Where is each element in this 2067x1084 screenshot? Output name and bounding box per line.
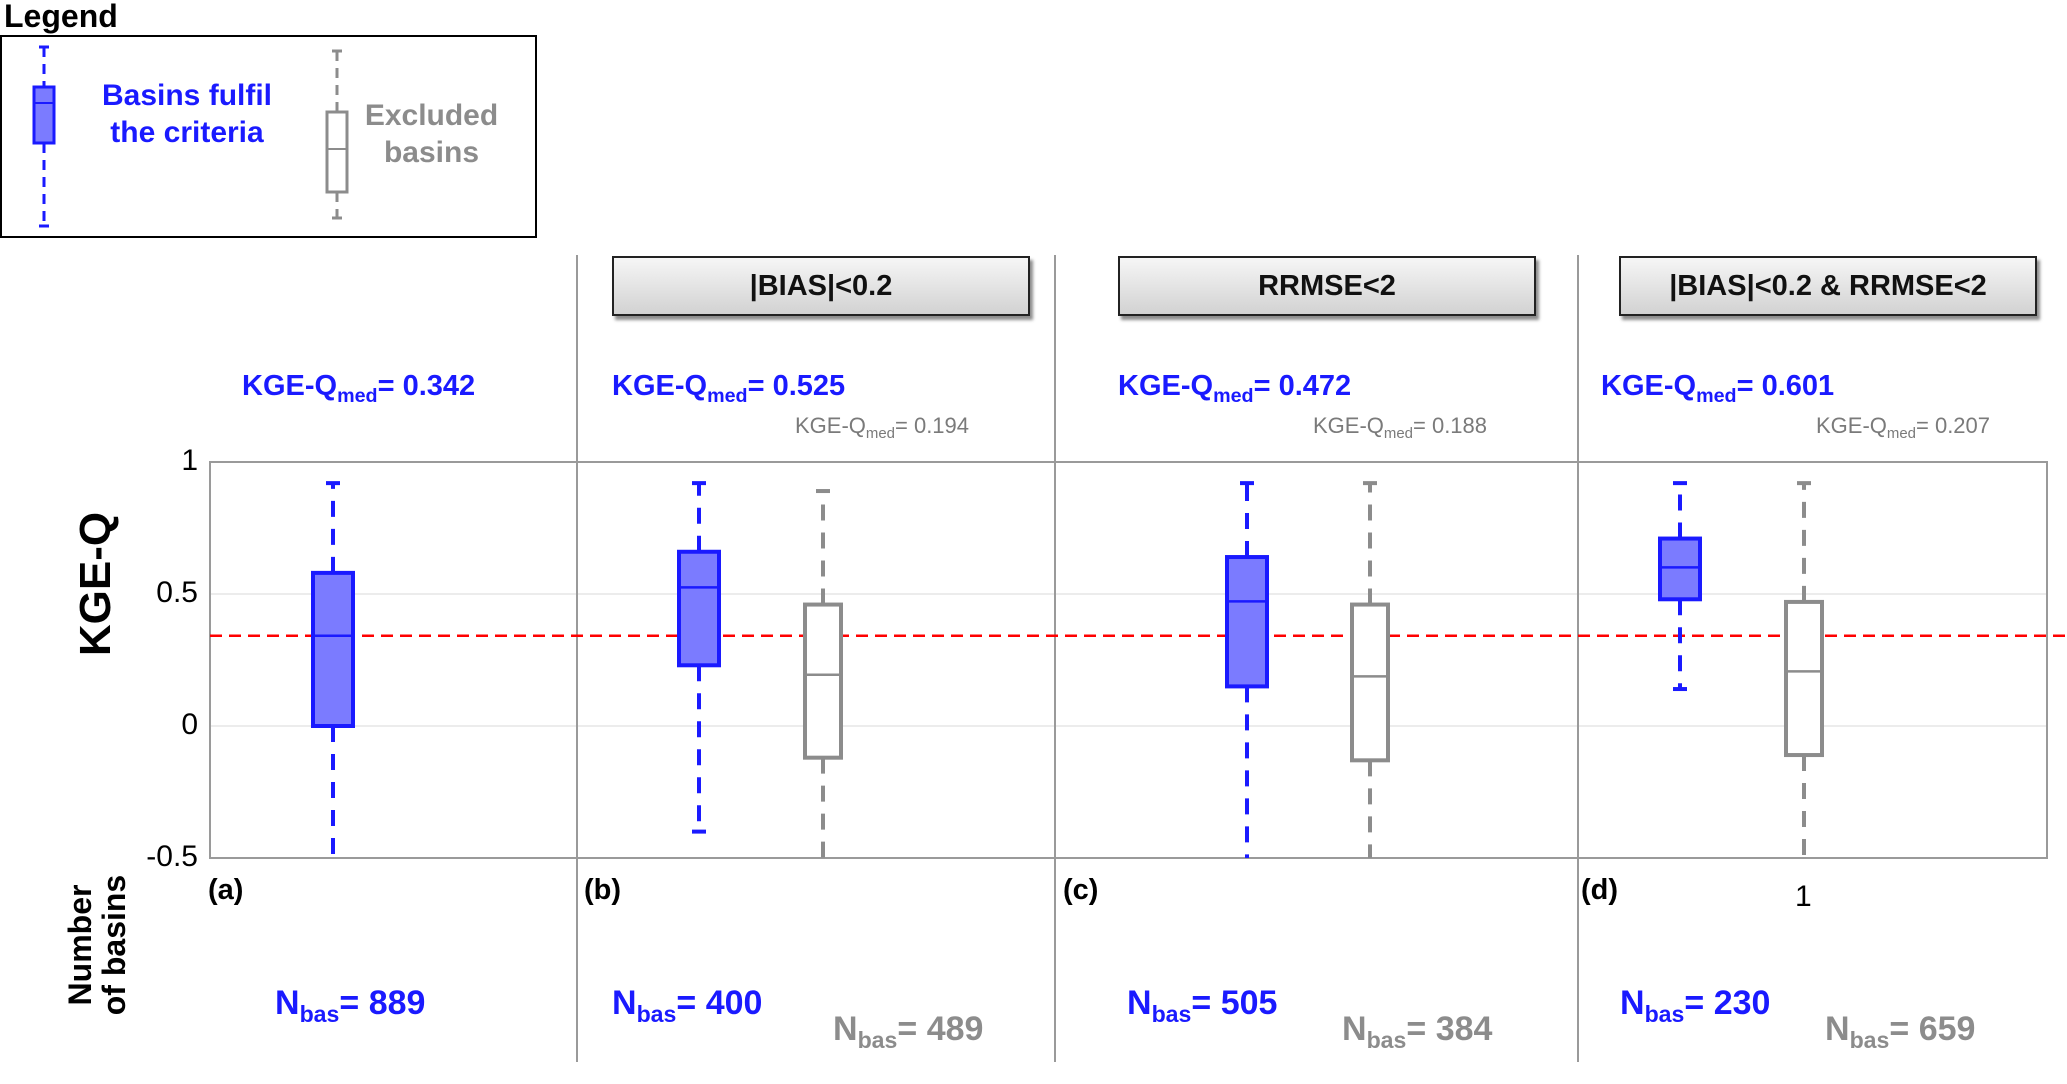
nbas-excluded-d: Nbas= 659 [1825, 1010, 1976, 1054]
xtick-1: 1 [1795, 880, 1812, 913]
legend-fulfil-label: Basins fulfil the criteria [97, 77, 277, 151]
panel-letter-d: (d) [1581, 874, 1619, 906]
kge-median-excluded-c: KGE-Qmed= 0.188 [1313, 413, 1488, 443]
number-of-basins-line-1: Number [62, 884, 98, 1006]
ytick-0.5: 0.5 [156, 576, 198, 609]
nbas-excluded-c: Nbas= 384 [1342, 1010, 1493, 1054]
box-c-excluded-iqr [1350, 602, 1390, 763]
ytick-neg0.5: -0.5 [146, 840, 198, 873]
legend-excluded-label: Excluded basins [354, 97, 509, 171]
box-b-excluded-iqr [803, 602, 843, 760]
kge-median-a: KGE-Qmed= 0.342 [242, 370, 476, 407]
y-axis-label: KGE-Q [71, 511, 120, 657]
legend-fulfil-line-2: the criteria [110, 116, 264, 149]
box-d-fulfil-iqr [1658, 536, 1702, 602]
ytick-1: 1 [181, 444, 198, 477]
nbas-c: Nbas= 505 [1127, 984, 1278, 1028]
legend-excluded-line-2: basins [383, 136, 480, 169]
number-of-basins-label: Number of basins [62, 874, 132, 1016]
legend-excluded-line-1: Excluded [364, 99, 499, 132]
number-of-basins-line-2: of basins [96, 874, 132, 1016]
nbas-excluded-b: Nbas= 489 [833, 1010, 984, 1054]
criterion-box-b: |BIAS|<0.2 [612, 256, 1030, 316]
kge-median-excluded-d: KGE-Qmed= 0.207 [1816, 413, 1991, 443]
legend-symbols [32, 45, 349, 228]
legend-excluded-symbol [325, 49, 349, 220]
legend-box: Basins fulfil the criteria Excluded basi… [0, 35, 537, 238]
legend-fulfil-line-1: Basins fulfil [101, 79, 273, 112]
nbas-b: Nbas= 400 [612, 984, 763, 1028]
panel-letter-c: (c) [1063, 874, 1099, 906]
plot-frame [209, 461, 2048, 859]
panel-letter-a: (a) [208, 874, 244, 906]
legend-fulfil-symbol [32, 45, 56, 228]
kge-median-excluded-b: KGE-Qmed= 0.194 [795, 413, 970, 443]
kge-median-c: KGE-Qmed= 0.472 [1118, 370, 1352, 407]
criterion-box-d: |BIAS|<0.2 & RRMSE<2 [1619, 256, 2037, 316]
criterion-box-c: RRMSE<2 [1118, 256, 1536, 316]
nbas-a: Nbas= 889 [275, 984, 426, 1028]
kge-median-b: KGE-Qmed= 0.525 [612, 370, 846, 407]
kge-median-d: KGE-Qmed= 0.601 [1601, 370, 1835, 407]
box-d-excluded-iqr [1784, 599, 1824, 758]
panel-letter-b: (b) [584, 874, 622, 906]
box-b-fulfil-iqr [677, 549, 721, 668]
box-c-fulfil-iqr [1225, 555, 1269, 689]
nbas-d: Nbas= 230 [1620, 984, 1771, 1028]
box-a-fulfil-iqr [311, 570, 355, 728]
ytick-0: 0 [181, 708, 198, 741]
legend-title: Legend [4, 0, 118, 34]
